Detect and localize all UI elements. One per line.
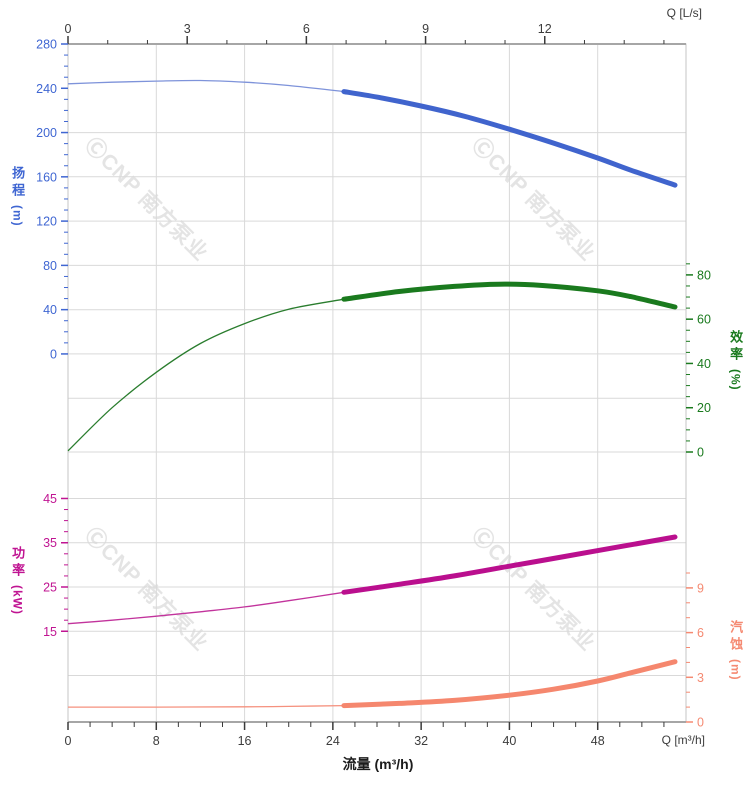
power-axis-tick-label: 15: [43, 625, 57, 639]
efficiency-axis-title: 效率 (%): [722, 330, 748, 391]
npsh-axis-tick-label: 0: [697, 716, 704, 730]
bottom-x-axis-unit-label: Q [m³/h]: [661, 733, 705, 747]
head-axis-unit: (m): [10, 205, 25, 227]
power-axis-unit: (kW): [10, 585, 25, 615]
bottom-axis-tick-label: 8: [153, 734, 160, 748]
head-axis-tick-label: 80: [43, 259, 57, 273]
power-curve-thin: [67, 591, 344, 625]
head-axis-tick-label: 200: [36, 126, 57, 140]
head-axis-tick-label: 160: [36, 170, 57, 184]
npsh-axis-title-text: 汽蚀: [728, 620, 744, 654]
efficiency-axis-tick-label: 80: [697, 268, 711, 282]
bottom-axis-tick-label: 24: [326, 734, 340, 748]
top-axis-tick-label: 9: [422, 22, 429, 36]
efficiency-axis-tick-label: 20: [697, 401, 711, 415]
head-axis-title-text: 扬程: [10, 166, 26, 200]
head-axis-tick-label: 240: [36, 82, 57, 96]
top-axis-tick-label: 6: [303, 22, 310, 36]
top-axis-tick-label: 3: [184, 22, 191, 36]
bottom-axis-tick-label: 48: [591, 734, 605, 748]
power-axis-tick-label: 25: [43, 581, 57, 595]
npsh-axis-tick-label: 9: [697, 581, 704, 595]
head-axis-tick-label: 40: [43, 303, 57, 317]
top-axis-tick-label: 0: [65, 22, 72, 36]
power-axis-title-text: 功率: [10, 546, 26, 580]
head-curve-thick: [341, 89, 678, 188]
npsh-curve-thick: [341, 659, 678, 709]
efficiency-curve-thick: [341, 281, 678, 310]
x-axis-title: 流量 (m³/h): [342, 756, 414, 772]
head-axis-title: 扬程 (m): [4, 166, 30, 227]
head-axis-tick-label: 120: [36, 215, 57, 229]
bottom-axis-tick-label: 0: [65, 734, 72, 748]
efficiency-axis-title-text: 效率: [728, 330, 744, 364]
efficiency-curve-thin: [67, 298, 345, 452]
head-curve-thin: [67, 79, 344, 93]
bottom-axis-tick-label: 16: [238, 734, 252, 748]
head-axis-tick-label: 0: [50, 347, 57, 361]
efficiency-axis-tick-label: 60: [697, 313, 711, 327]
power-axis-tick-label: 35: [43, 536, 57, 550]
top-x-axis-unit-label: Q [L/s]: [666, 6, 702, 20]
efficiency-axis-tick-label: 40: [697, 357, 711, 371]
npsh-axis-tick-label: 6: [697, 626, 704, 640]
npsh-curve-thin: [68, 704, 344, 708]
power-axis-tick-label: 45: [43, 492, 57, 506]
npsh-axis-title: 汽蚀 (m): [722, 620, 748, 681]
plot-border: [67, 43, 687, 723]
efficiency-axis-unit: (%): [728, 369, 743, 391]
bottom-axis-tick-label: 40: [502, 734, 516, 748]
npsh-axis-tick-label: 3: [697, 671, 704, 685]
head-axis-tick-label: 280: [36, 38, 57, 52]
efficiency-axis-tick-label: 0: [697, 446, 704, 460]
power-axis-title: 功率 (kW): [4, 546, 30, 615]
bottom-axis-tick-label: 32: [414, 734, 428, 748]
npsh-axis-unit: (m): [728, 659, 743, 681]
top-axis-tick-label: 12: [538, 22, 552, 36]
power-curve-thick: [341, 534, 678, 595]
